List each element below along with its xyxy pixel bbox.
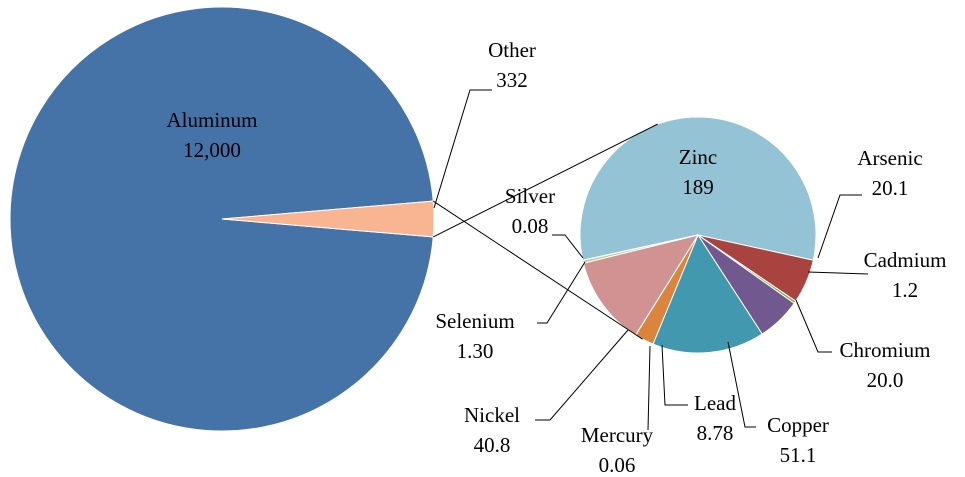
leader-line bbox=[552, 234, 584, 259]
connector-line bbox=[432, 200, 643, 340]
slice-label: Silver bbox=[505, 184, 555, 208]
value-label: 20.1 bbox=[872, 176, 909, 200]
leader-line bbox=[535, 329, 629, 421]
leader-line bbox=[433, 89, 492, 209]
leader-line bbox=[795, 299, 832, 353]
leader-line bbox=[647, 345, 651, 431]
value-label: 189 bbox=[682, 175, 714, 199]
value-label: 8.78 bbox=[697, 421, 734, 445]
slice-label: Selenium bbox=[435, 309, 514, 333]
leader-line bbox=[537, 261, 586, 324]
slice-label: Lead bbox=[694, 391, 736, 415]
value-label: 20.0 bbox=[867, 368, 904, 392]
value-label: 40.8 bbox=[474, 433, 511, 457]
slice-label: Zinc bbox=[679, 145, 717, 169]
slice-label: Other bbox=[488, 38, 536, 62]
leader-line bbox=[817, 194, 862, 259]
pie-slice bbox=[579, 116, 817, 261]
slice-label: Mercury bbox=[581, 423, 654, 447]
slice-label: Copper bbox=[767, 413, 829, 437]
connector-line bbox=[433, 123, 658, 238]
slice-label: Aluminum bbox=[166, 108, 257, 132]
slice-label: Arsenic bbox=[857, 146, 922, 170]
value-label: 332 bbox=[496, 68, 528, 92]
slice-label: Cadmium bbox=[864, 248, 947, 272]
value-label: 12,000 bbox=[183, 138, 241, 162]
value-label: 0.06 bbox=[599, 453, 636, 477]
leader-line bbox=[807, 271, 869, 275]
value-label: 51.1 bbox=[780, 443, 817, 467]
pie-slice bbox=[582, 234, 699, 261]
leader-line bbox=[727, 341, 756, 428]
slice-label: Nickel bbox=[464, 403, 520, 427]
pie-slice bbox=[652, 233, 763, 354]
slice-label: Chromium bbox=[839, 338, 930, 362]
value-label: 1.2 bbox=[892, 278, 918, 302]
leader-line bbox=[661, 344, 688, 406]
value-label: 0.08 bbox=[512, 214, 549, 238]
value-label: 1.30 bbox=[457, 339, 494, 363]
pie-slice bbox=[9, 6, 434, 432]
